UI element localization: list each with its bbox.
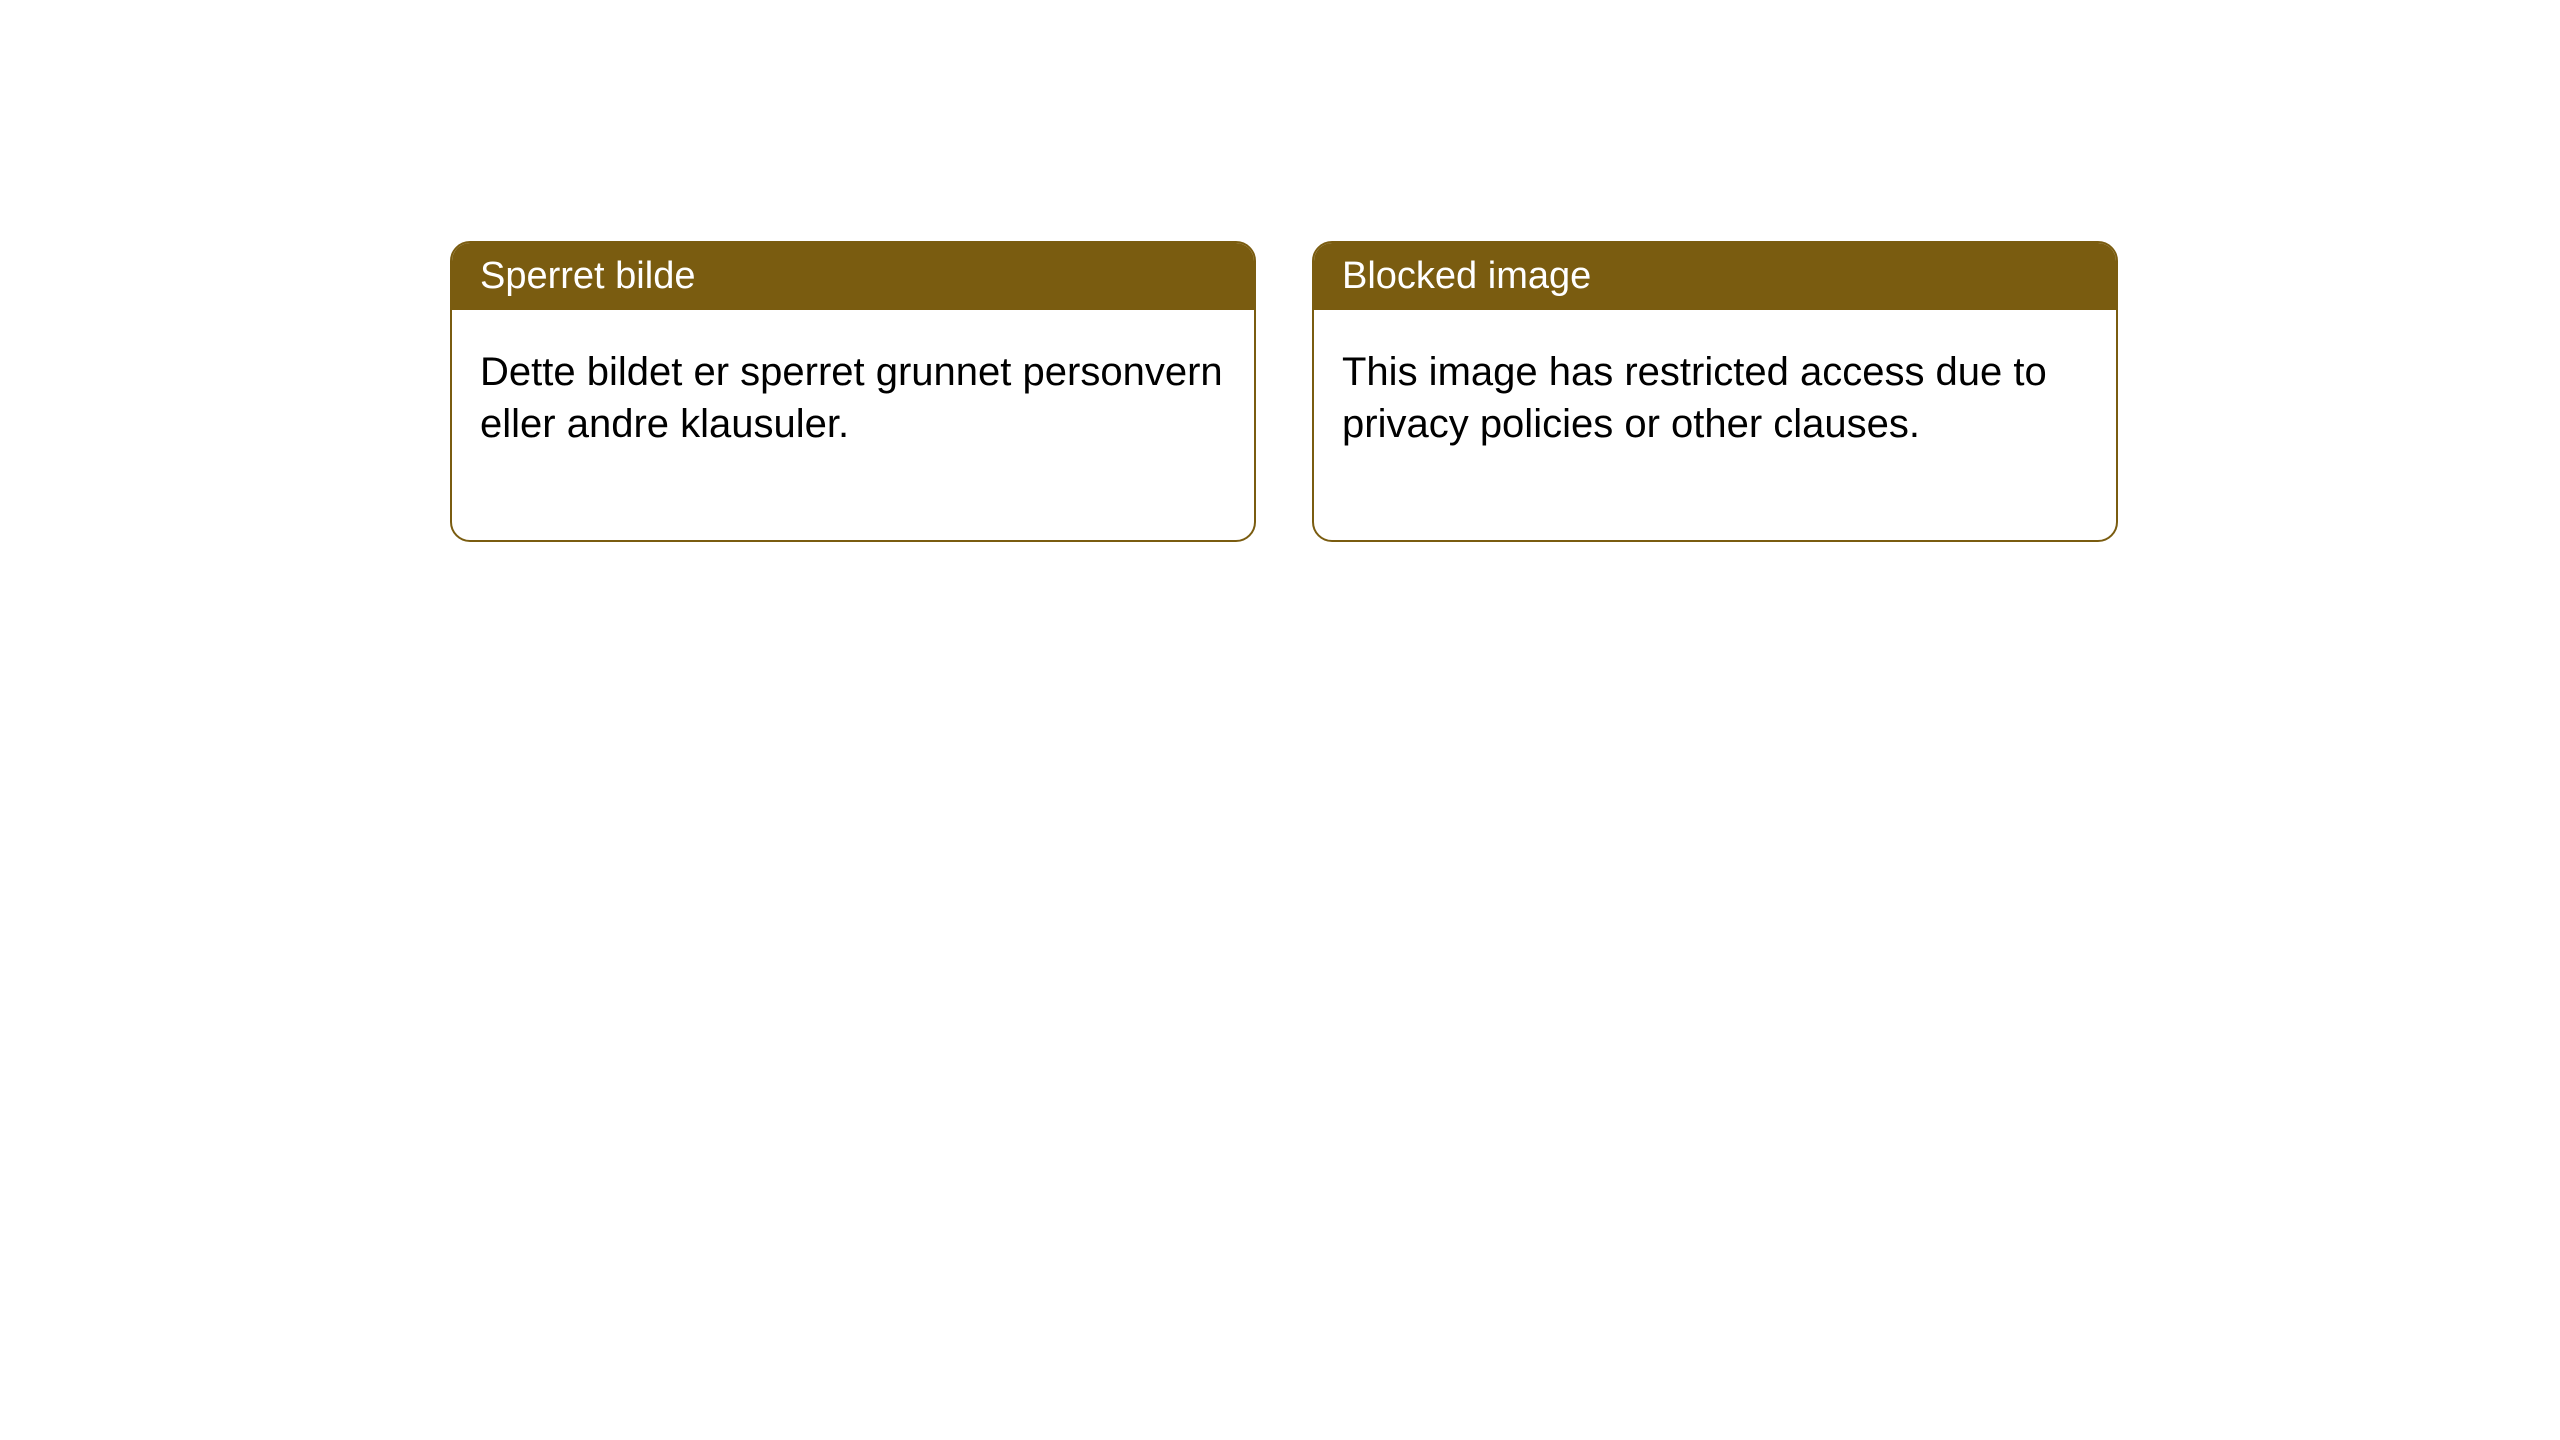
notice-header: Blocked image: [1314, 243, 2116, 310]
notice-body: Dette bildet er sperret grunnet personve…: [452, 310, 1254, 540]
notice-header: Sperret bilde: [452, 243, 1254, 310]
notice-card-english: Blocked image This image has restricted …: [1312, 241, 2118, 542]
notice-container: Sperret bilde Dette bildet er sperret gr…: [450, 241, 2118, 542]
notice-body: This image has restricted access due to …: [1314, 310, 2116, 540]
notice-card-norwegian: Sperret bilde Dette bildet er sperret gr…: [450, 241, 1256, 542]
